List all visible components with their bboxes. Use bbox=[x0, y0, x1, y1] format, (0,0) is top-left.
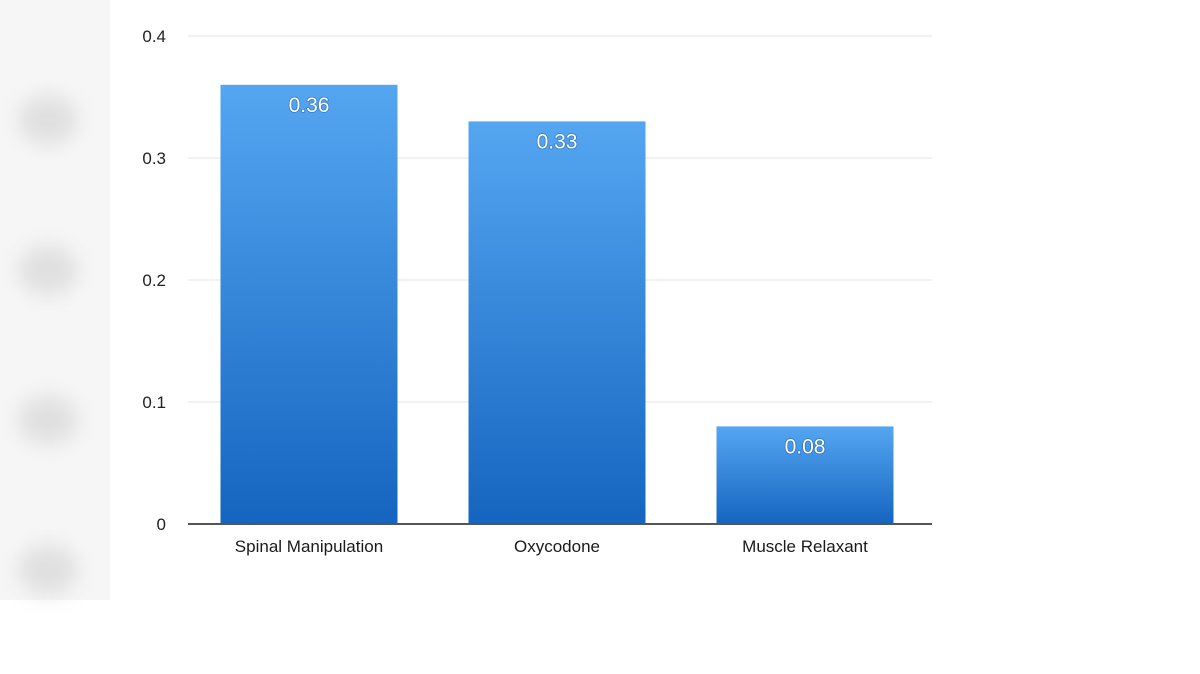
y-tick-label: 0.1 bbox=[142, 393, 166, 412]
bar-spinal-manipulation bbox=[220, 84, 398, 525]
bars bbox=[220, 84, 894, 525]
x-tick-label: Oxycodone bbox=[514, 537, 600, 556]
y-tick-label: 0.3 bbox=[142, 149, 166, 168]
y-tick-label: 0.4 bbox=[142, 27, 166, 46]
blurred-thumbnail bbox=[18, 395, 78, 445]
blurred-thumbnail bbox=[18, 545, 78, 595]
data-label: 0.33 bbox=[537, 130, 578, 153]
side-panel bbox=[0, 0, 110, 600]
x-tick-label: Spinal Manipulation bbox=[235, 537, 383, 556]
bar-muscle-relaxant bbox=[716, 426, 894, 524]
blurred-thumbnail bbox=[18, 95, 78, 145]
y-tick-label: 0.2 bbox=[142, 271, 166, 290]
y-tick-label: 0 bbox=[157, 515, 166, 534]
data-label: 0.08 bbox=[785, 435, 826, 458]
data-label: 0.36 bbox=[289, 94, 330, 117]
blurred-thumbnail bbox=[18, 245, 78, 295]
labels: 0 0.1 0.2 0.3 0.4 0.36 Spinal Manipulation 0.33… bbox=[142, 27, 868, 556]
x-tick-label: Muscle Relaxant bbox=[742, 537, 868, 556]
bar-oxycodone bbox=[468, 121, 646, 525]
